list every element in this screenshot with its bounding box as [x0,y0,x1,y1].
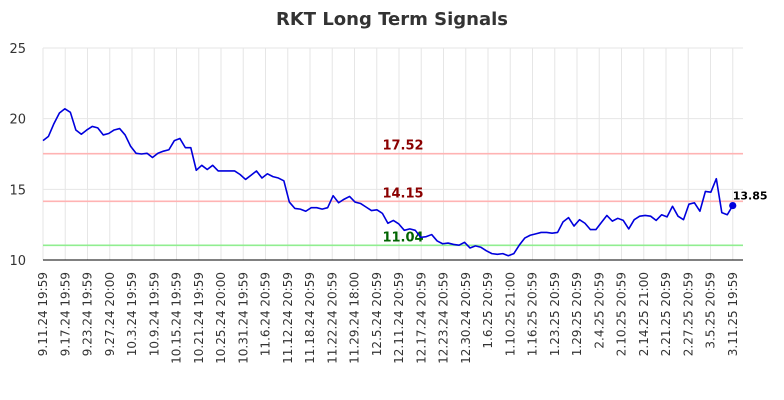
y-axis-ticks: 10 15 20 25 [9,42,26,269]
x-tick-label: 12.23.24 20:59 [437,272,451,364]
x-axis-ticks: 9.11.24 19:59 9.17.24 19:59 9.23.24 19:59 9… [36,272,740,364]
x-tick-label: 11.12.24 20:59 [281,272,295,364]
x-tick-label: 9.23.24 19:59 [81,272,95,356]
x-tick-label: 11.18.24 20:59 [303,272,317,364]
x-tick-label: 1.23.25 20:59 [548,272,562,356]
x-tick-label: 1.16.25 20:59 [526,272,540,356]
x-tick-label: 1.10.25 21:00 [503,272,517,356]
x-tick-label: 11.6.24 20:59 [259,272,273,356]
x-tick-label: 10.3.24 19:59 [125,272,139,356]
x-tick-label: 10.15.24 19:59 [170,272,184,364]
x-tick-label: 10.21.24 19:59 [192,272,206,364]
x-tick-label: 12.11.24 20:59 [392,272,406,364]
reference-line-label: 11.04 [382,230,423,245]
chart-title: RKT Long Term Signals [276,9,508,30]
reference-line-label: 14.15 [382,186,423,201]
last-point-label: 13.85 [733,190,768,203]
x-tick-label: 10.25.24 20:00 [214,272,228,364]
y-tick-label: 10 [9,254,26,269]
y-tick-label: 15 [9,183,26,198]
x-tick-label: 10.9.24 19:59 [147,272,161,356]
x-tick-label: 12.5.24 20:59 [370,272,384,356]
x-tick-label: 2.21.25 20:59 [659,272,673,356]
x-tick-label: 1.29.25 20:59 [570,272,584,356]
x-tick-label: 2.4.25 20:59 [592,272,606,349]
x-tick-label: 9.27.24 20:00 [103,272,117,356]
x-tick-label: 2.27.25 20:59 [681,272,695,356]
x-tick-label: 2.10.25 20:59 [615,272,629,356]
x-tick-label: 11.29.24 18:00 [348,272,362,364]
y-tick-label: 25 [9,42,26,57]
x-tick-label: 1.6.25 20:59 [481,272,495,349]
x-tick-label: 3.11.25 19:59 [726,272,740,356]
x-tick-label: 9.17.24 19:59 [58,272,72,356]
reference-line-label: 17.52 [382,139,423,154]
last-point-marker [729,201,737,210]
x-tick-label: 2.14.25 21:00 [637,272,651,356]
series-layer: 13.85 [42,107,768,257]
series-line [42,107,734,257]
x-tick-label: 10.31.24 19:59 [236,272,250,364]
x-tick-label: 11.22.24 20:59 [325,272,339,364]
x-tick-label: 3.5.25 20:59 [704,272,718,349]
x-tick-label: 12.17.24 20:59 [414,272,428,364]
x-tick-label: 9.11.24 19:59 [36,272,50,356]
y-tick-label: 20 [9,113,26,128]
reference-lines: 17.52 14.15 11.04 [43,139,743,247]
x-tick-label: 12.30.24 20:59 [459,272,473,364]
